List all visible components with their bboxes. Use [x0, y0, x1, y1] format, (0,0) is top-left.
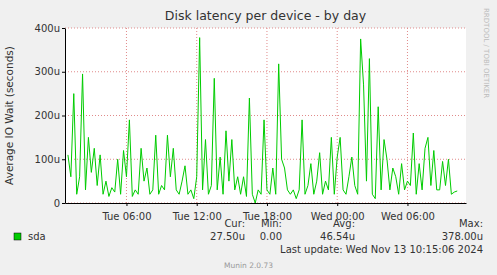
grid: [65, 28, 466, 203]
tick-label: Tue 06:00: [101, 211, 151, 222]
credit: RRDTOOL / TOBI OETIKER: [482, 8, 490, 98]
tick-label: Wed 06:00: [381, 211, 435, 222]
stat-header: Cur:: [224, 218, 245, 229]
tick-mark: [62, 116, 65, 117]
marks: [68, 38, 457, 203]
tick-mark: [197, 203, 198, 206]
tick-mark: [62, 72, 65, 73]
tick-mark: [337, 203, 338, 206]
footer: Munin 2.0.73: [224, 261, 273, 270]
tick: 400u: [35, 23, 65, 34]
tick-mark: [62, 159, 65, 160]
tick: 200u: [35, 110, 65, 121]
legend: sda Cur: 27.50u Min: 0.00 Avg: 46.54u Max: 378.0…: [14, 218, 483, 242]
stat-value: 378.00u: [442, 231, 483, 242]
series-line: [68, 38, 457, 203]
grid-line: [65, 203, 466, 204]
axis-line: [66, 203, 467, 204]
chart: Tue 06:00Tue 12:00Tue 18:00Wed 00:00Wed …: [0, 0, 497, 275]
tick: Wed 06:00: [381, 203, 435, 222]
y-axis: 0 100u 200u 300u 400u: [35, 23, 66, 209]
grid-line: [65, 28, 466, 29]
tick-mark: [62, 28, 65, 29]
tick: 100u: [35, 154, 65, 165]
tick-mark: [126, 203, 127, 206]
legend-label: sda: [28, 231, 46, 242]
y-axis-title: Average IO Wait (seconds): [3, 46, 15, 185]
tick: Tue 12:00: [172, 203, 222, 222]
tick: Tue 06:00: [101, 203, 151, 222]
tick-label: 0: [54, 198, 60, 209]
tick-label: 400u: [35, 23, 60, 34]
tick-label: 200u: [35, 110, 60, 121]
stat-header: Avg:: [333, 218, 355, 229]
stat-header: Min:: [261, 218, 282, 229]
tick-label: 100u: [35, 154, 60, 165]
stat-value: 0.00: [260, 231, 282, 242]
grid-line: [337, 28, 338, 203]
grid-line: [65, 71, 466, 72]
plot-area: [65, 28, 466, 203]
stat-header: Max:: [459, 218, 483, 229]
last-update: Last update: Wed Nov 13 10:15:06 2024: [280, 244, 483, 255]
tick: 0: [54, 198, 65, 209]
stat-value: 27.50u: [210, 231, 245, 242]
grid-line: [65, 115, 466, 116]
background: [0, 0, 497, 275]
legend-swatch: [14, 233, 21, 240]
stat-value: 46.54u: [320, 231, 355, 242]
tick: 300u: [35, 66, 65, 77]
tick-mark: [267, 203, 268, 206]
tick-label: 300u: [35, 66, 60, 77]
tick-label: Tue 12:00: [172, 211, 222, 222]
tick-mark: [407, 203, 408, 206]
title: Disk latency per device - by day: [165, 8, 367, 23]
axis-line: [65, 29, 66, 204]
tick-mark: [62, 203, 65, 204]
